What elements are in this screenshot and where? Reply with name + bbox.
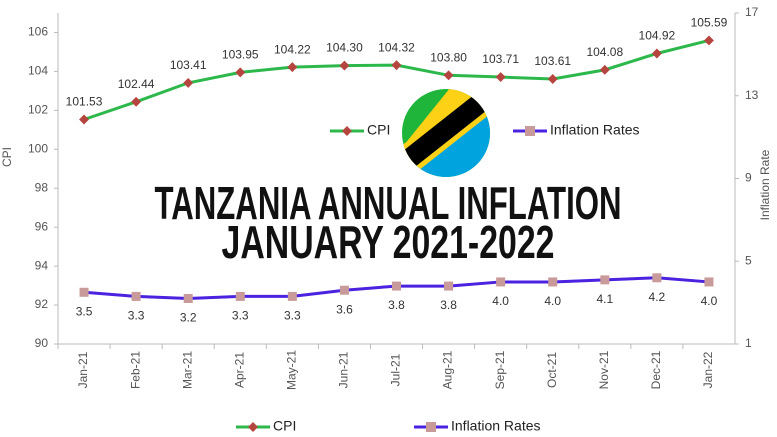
y2-tick-label: 1 [745, 336, 752, 350]
y2-tick-label: 13 [745, 88, 759, 102]
marker [339, 60, 350, 71]
legend-label: Inflation Rates [550, 122, 640, 138]
x-tick-label: Jan-22 [701, 351, 715, 388]
x-tick-label: Jul-21 [389, 353, 403, 386]
chart-subtitle: JANUARY 2021-2022 [222, 216, 555, 268]
data-label: 104.08 [586, 45, 623, 59]
data-label: 3.8 [440, 298, 457, 312]
y-tick-label: 102 [28, 103, 48, 117]
marker [183, 77, 194, 88]
x-tick-label: Dec-21 [649, 350, 663, 389]
marker [704, 277, 714, 287]
legend-marker [248, 422, 258, 432]
y-tick-label: 94 [35, 258, 49, 272]
data-label: 103.95 [222, 48, 259, 62]
marker [79, 287, 89, 297]
marker [392, 281, 401, 291]
marker [79, 114, 89, 125]
x-tick-label: Mar-21 [180, 351, 194, 389]
marker [652, 273, 662, 283]
y2-tick-label: 9 [745, 171, 752, 185]
marker [547, 74, 558, 84]
data-label: 3.6 [336, 302, 353, 316]
marker [287, 291, 297, 301]
chart-title: TANZANIA ANNUAL INFLATION [155, 177, 622, 229]
data-label: 105.59 [691, 16, 728, 30]
marker [496, 277, 506, 287]
y2-tick-label: 17 [745, 5, 759, 19]
data-label: 102.44 [118, 77, 155, 91]
marker [235, 291, 245, 301]
y2-tick-label: 5 [745, 253, 752, 267]
data-label: 3.2 [180, 311, 197, 325]
y-tick-label: 106 [28, 25, 48, 39]
x-tick-label: Apr-21 [232, 352, 246, 388]
data-label: 4.0 [492, 294, 509, 308]
legend-label: CPI [273, 418, 296, 434]
y2-axis-label: Inflation Rate [758, 149, 772, 220]
y-tick-label: 96 [35, 219, 49, 233]
marker [235, 67, 246, 78]
data-label: 103.41 [170, 58, 207, 72]
y-tick-label: 104 [28, 64, 48, 78]
marker [651, 48, 662, 59]
y-tick-label: 92 [35, 297, 49, 311]
data-label: 103.61 [534, 54, 571, 68]
marker [444, 281, 454, 291]
marker [495, 72, 506, 83]
marker [131, 96, 142, 107]
data-label: 104.22 [274, 42, 311, 56]
data-label: 3.3 [284, 309, 301, 323]
x-tick-label: Feb-21 [128, 351, 142, 389]
marker [600, 275, 610, 285]
legend-marker [426, 422, 436, 432]
x-tick-label: Jun-21 [337, 351, 351, 388]
x-tick-label: Oct-21 [545, 352, 559, 388]
legend-marker [342, 126, 352, 136]
marker [704, 35, 714, 46]
x-tick-label: Sep-21 [493, 350, 507, 389]
legend-label: Inflation Rates [451, 418, 541, 434]
marker [287, 62, 298, 73]
data-label: 3.3 [232, 309, 249, 323]
data-label: 3.8 [388, 298, 405, 312]
data-label: 4.0 [544, 294, 561, 308]
y-tick-label: 100 [28, 141, 48, 155]
y-tick-label: 90 [35, 336, 49, 350]
data-label: 3.3 [128, 309, 145, 323]
data-label: 103.71 [482, 52, 519, 66]
marker [443, 70, 454, 81]
data-label: 4.0 [701, 294, 718, 308]
data-label: 101.53 [66, 95, 103, 109]
data-label: 104.92 [639, 29, 676, 43]
data-label: 4.1 [596, 292, 613, 306]
data-label: 4.2 [649, 290, 666, 304]
data-label: 104.30 [326, 41, 363, 55]
x-tick-label: Aug-21 [441, 350, 455, 389]
x-tick-label: Jan-21 [76, 351, 90, 388]
marker [131, 291, 141, 301]
marker [391, 60, 402, 71]
marker [183, 293, 193, 303]
data-label: 3.5 [76, 304, 93, 318]
x-tick-label: May-21 [285, 350, 299, 390]
y-tick-label: 98 [35, 180, 49, 194]
y-axis-label: CPI [0, 147, 14, 167]
flag [402, 89, 490, 177]
x-tick-label: Nov-21 [597, 350, 611, 389]
marker [599, 64, 610, 75]
marker [548, 277, 558, 287]
marker [339, 285, 349, 295]
data-label: 103.80 [430, 50, 467, 64]
legend-label: CPI [367, 122, 390, 138]
legend-marker [525, 126, 535, 136]
data-label: 104.32 [378, 40, 415, 54]
